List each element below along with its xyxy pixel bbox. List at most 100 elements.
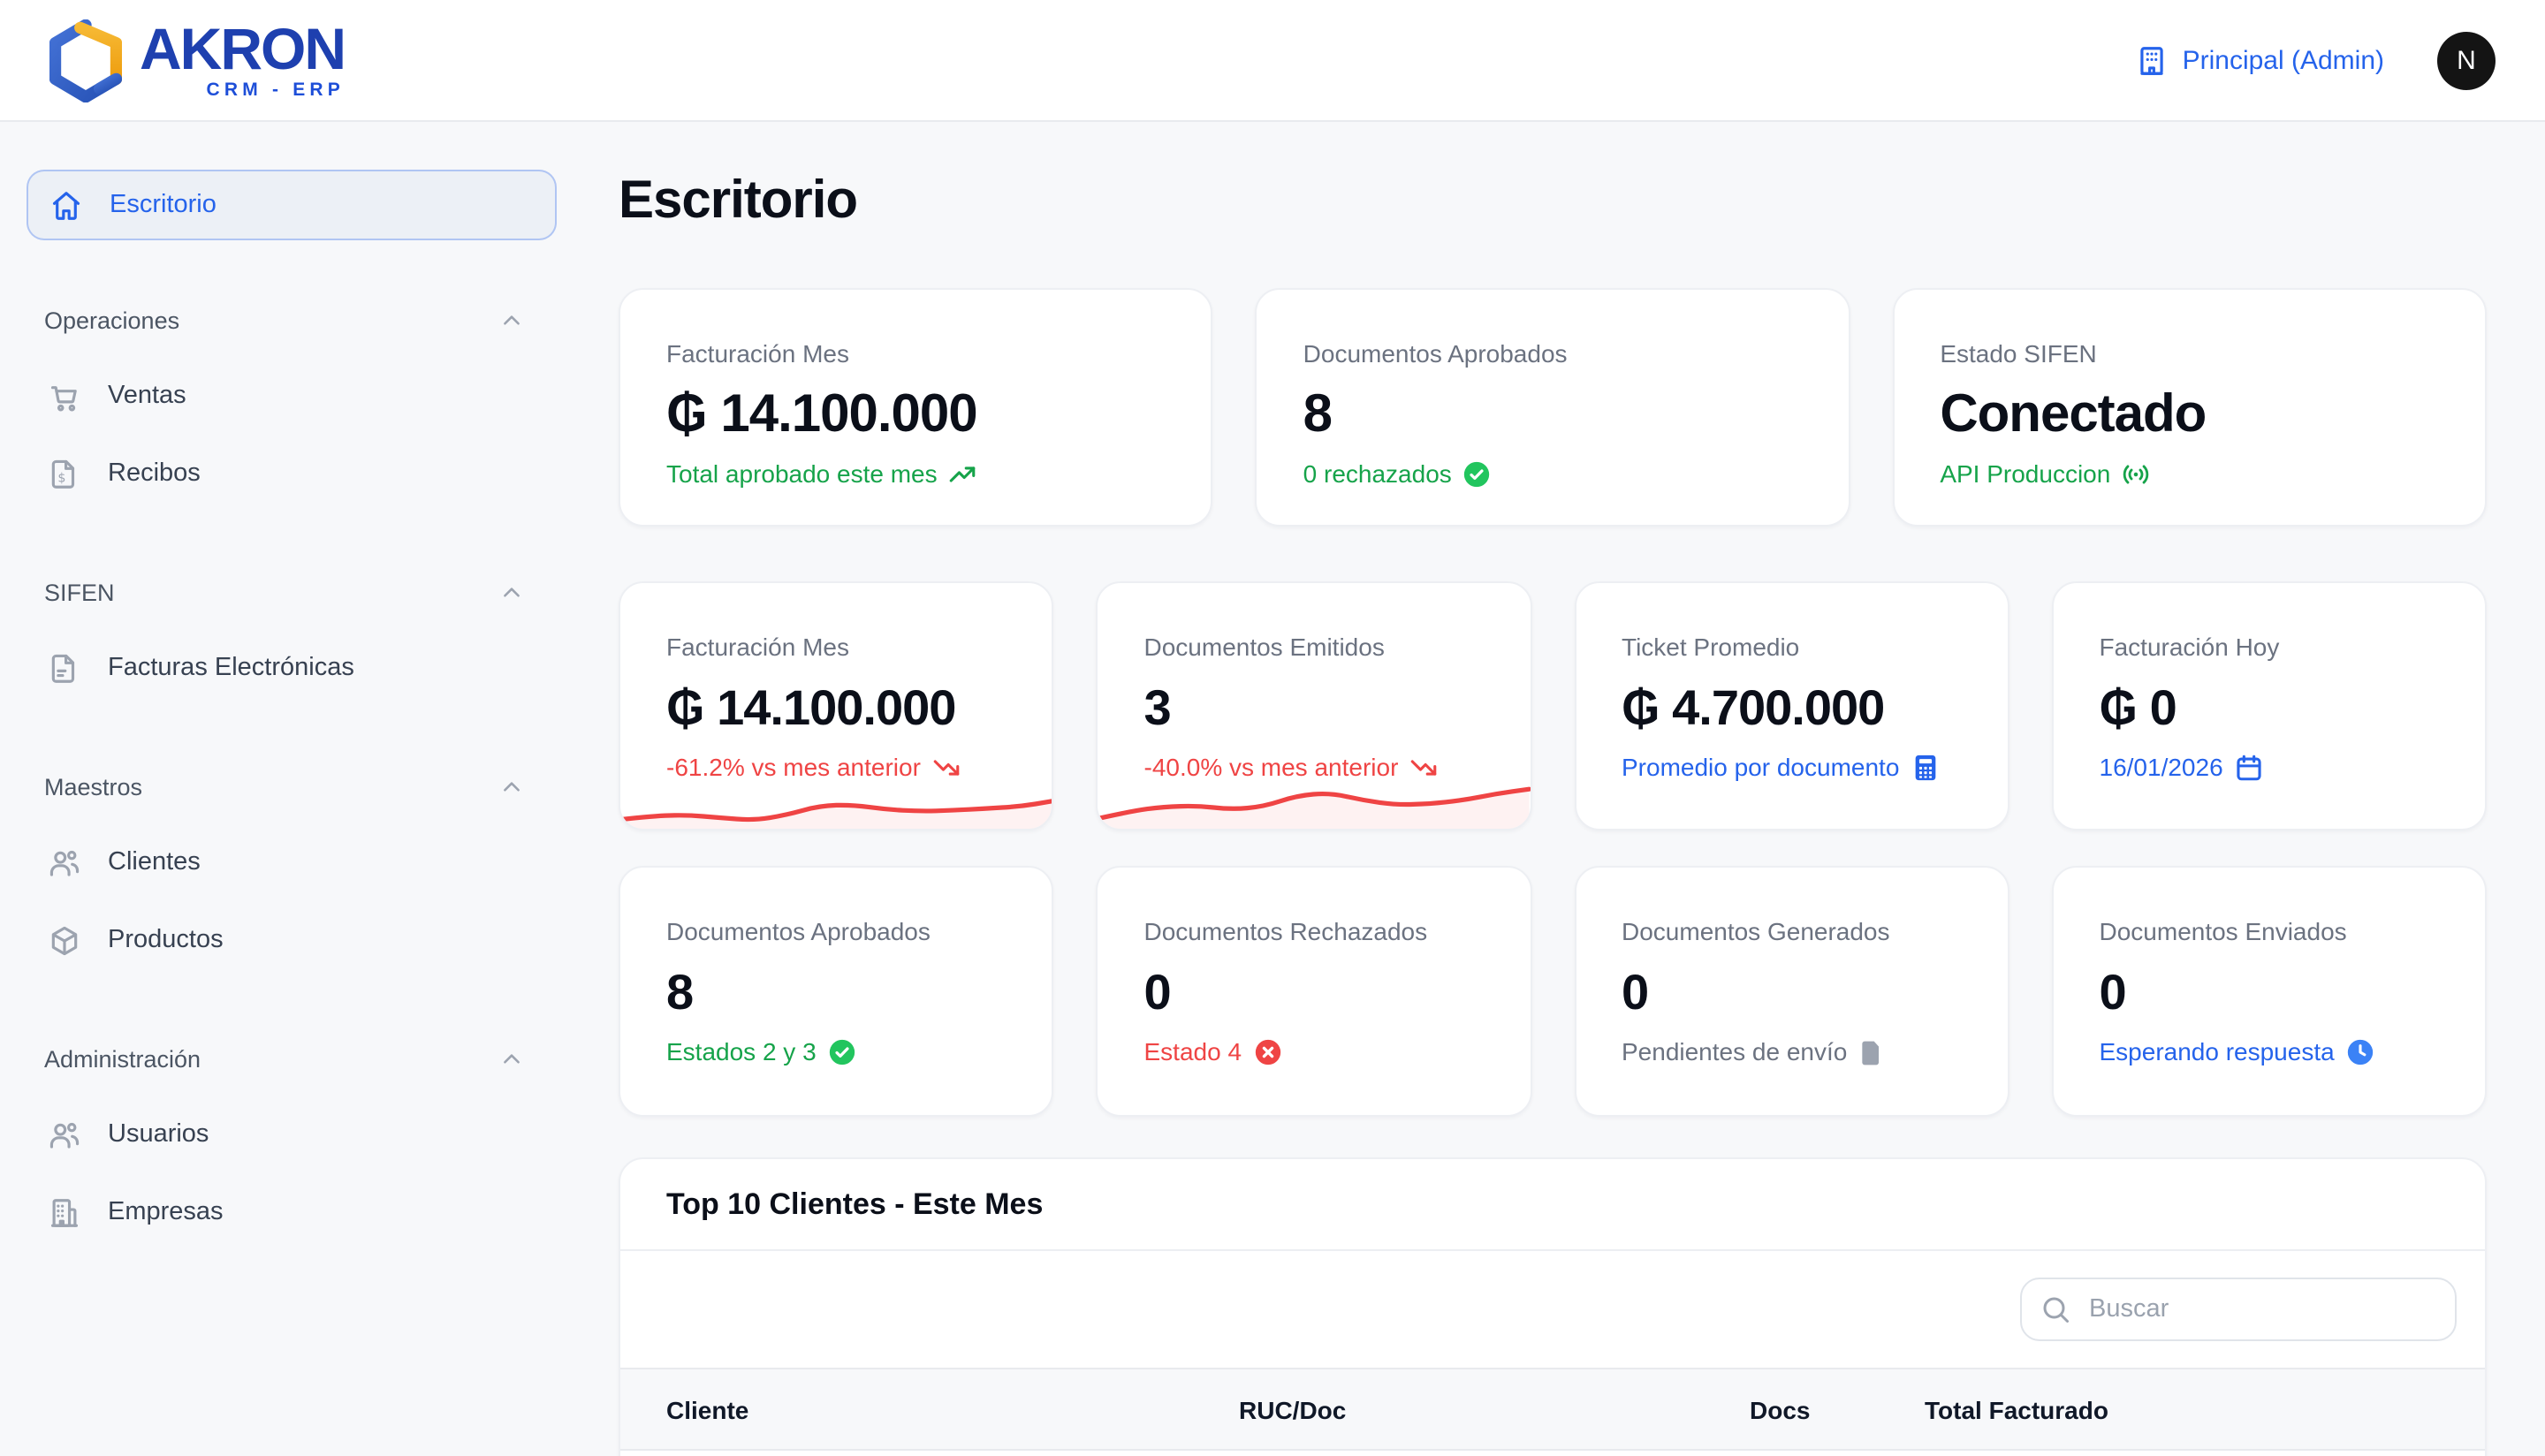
sidebar: Escritorio Operaciones Ventas bbox=[0, 122, 583, 1456]
stat-card-facturacion-mes: Facturación Mes ₲ 14.100.000 Total aprob… bbox=[619, 288, 1213, 527]
users-icon bbox=[48, 846, 81, 879]
chevron-up-icon bbox=[504, 1054, 520, 1064]
stat-value: 0 bbox=[1622, 965, 1649, 1020]
stat-label: Documentos Generados bbox=[1622, 917, 1890, 945]
user-avatar[interactable]: N bbox=[2437, 31, 2496, 89]
sidebar-item-usuarios[interactable]: Usuarios bbox=[27, 1096, 557, 1173]
stat-label: Documentos Aprobados bbox=[1303, 339, 1568, 368]
sidebar-item-productos[interactable]: Productos bbox=[27, 901, 557, 979]
sidebar-item-clientes[interactable]: Clientes bbox=[27, 823, 557, 901]
sidebar-item-label: Empresas bbox=[108, 1198, 224, 1226]
building-icon bbox=[48, 1195, 81, 1229]
chevron-up-icon bbox=[504, 315, 520, 325]
column-header-cliente: Cliente bbox=[666, 1395, 749, 1423]
stat-card-documentos-aprobados: Documentos Aprobados 8 0 rechazados bbox=[1255, 288, 1850, 527]
sidebar-section-maestros: Maestros Clientes bbox=[27, 774, 557, 979]
section-header-sifen[interactable]: SIFEN bbox=[27, 580, 557, 606]
org-switcher-label: Principal (Admin) bbox=[2182, 45, 2384, 75]
calculator-icon bbox=[1915, 755, 1935, 781]
trending-down-icon bbox=[1411, 760, 1437, 776]
page-title: Escritorio bbox=[619, 171, 858, 230]
stat-card-estado-sifen: Estado SIFEN Conectado API Produccion bbox=[1892, 288, 2487, 527]
file-icon bbox=[1862, 1040, 1880, 1065]
brand-name: AKRON bbox=[140, 15, 346, 80]
app-header: AKRON CRM - ERP Principal (Admin) N bbox=[0, 0, 2545, 122]
stat-value: 0 bbox=[1143, 965, 1172, 1020]
file-text-icon bbox=[48, 651, 81, 685]
stat-subtitle: Pendientes de envío bbox=[1622, 1037, 1962, 1067]
chevron-up-icon bbox=[504, 782, 520, 792]
stat-card-docs-rechazados: Documentos Rechazados 0 Estado 4 bbox=[1096, 866, 1531, 1117]
org-switcher[interactable]: Principal (Admin) bbox=[2135, 43, 2384, 77]
stat-value: 3 bbox=[1143, 680, 1172, 735]
calendar-icon bbox=[2237, 755, 2261, 781]
receipt-icon: $ bbox=[48, 457, 81, 490]
stat-subtitle: Total aprobado este mes bbox=[666, 459, 1166, 489]
stat-label: Estado SIFEN bbox=[1940, 339, 2097, 368]
column-header-docs: Docs bbox=[1750, 1395, 1811, 1423]
stat-card-facturacion-mes-trend: Facturación Mes ₲ 14.100.000 -61.2% vs m… bbox=[619, 581, 1054, 830]
table-toolbar bbox=[620, 1251, 2485, 1368]
stats-row-3: Documentos Aprobados 8 Estados 2 y 3 Doc… bbox=[619, 866, 2487, 1117]
section-title: Administración bbox=[44, 1046, 201, 1073]
section-header-maestros[interactable]: Maestros bbox=[27, 774, 557, 800]
sidebar-item-escritorio[interactable]: Escritorio bbox=[27, 170, 557, 240]
stat-value: 8 bbox=[1303, 385, 1333, 444]
stat-value: ₲ 14.100.000 bbox=[666, 680, 956, 735]
sidebar-item-label: Facturas Electrónicas bbox=[108, 654, 354, 682]
sidebar-item-recibos[interactable]: $ Recibos bbox=[27, 435, 557, 512]
stat-label: Facturación Mes bbox=[666, 339, 849, 368]
trending-up-icon bbox=[950, 466, 976, 482]
stat-card-docs-enviados: Documentos Enviados 0 Esperando respuest… bbox=[2051, 866, 2487, 1117]
stat-subtitle: -40.0% vs mes anterior bbox=[1144, 753, 1485, 783]
stat-card-ticket-promedio: Ticket Promedio ₲ 4.700.000 Promedio por… bbox=[1574, 581, 2009, 830]
stat-subtitle: Estado 4 bbox=[1144, 1037, 1485, 1067]
top-clients-card: Top 10 Clientes - Este Mes Cliente RUC/D… bbox=[619, 1157, 2487, 1456]
stat-value: ₲ 4.700.000 bbox=[1622, 680, 1885, 735]
stat-value: ₲ 14.100.000 bbox=[666, 385, 978, 444]
sidebar-item-ventas[interactable]: Ventas bbox=[27, 357, 557, 435]
stat-value: Conectado bbox=[1940, 385, 2207, 444]
section-title: Operaciones bbox=[44, 307, 180, 334]
trending-down-icon bbox=[933, 760, 960, 776]
stat-card-facturacion-hoy: Facturación Hoy ₲ 0 16/01/2026 bbox=[2051, 581, 2487, 830]
stat-label: Documentos Aprobados bbox=[666, 917, 931, 945]
stat-subtitle: Esperando respuesta bbox=[2100, 1037, 2440, 1067]
search-box bbox=[2020, 1278, 2457, 1341]
stat-subtitle: Estados 2 y 3 bbox=[666, 1037, 1007, 1067]
home-icon bbox=[49, 188, 83, 222]
stat-label: Ticket Promedio bbox=[1622, 633, 1800, 661]
sidebar-section-operaciones: Operaciones Ventas bbox=[27, 307, 557, 512]
stat-card-documentos-emitidos: Documentos Emitidos 3 -40.0% vs mes ante… bbox=[1096, 581, 1531, 830]
stat-subtitle: -61.2% vs mes anterior bbox=[666, 753, 1007, 783]
stat-value: 8 bbox=[666, 965, 694, 1020]
shopping-cart-icon bbox=[48, 379, 81, 413]
section-title: SIFEN bbox=[44, 580, 115, 606]
radio-signal-icon bbox=[2123, 465, 2149, 484]
section-header-operaciones[interactable]: Operaciones bbox=[27, 307, 557, 334]
section-header-administracion[interactable]: Administración bbox=[27, 1046, 557, 1073]
stats-row-1: Facturación Mes ₲ 14.100.000 Total aprob… bbox=[619, 288, 2487, 527]
brand-logo[interactable]: AKRON CRM - ERP bbox=[49, 15, 346, 102]
stat-card-docs-generados: Documentos Generados 0 Pendientes de env… bbox=[1574, 866, 2009, 1117]
search-input[interactable] bbox=[2020, 1278, 2457, 1341]
stat-label: Documentos Emitidos bbox=[1143, 633, 1385, 661]
stat-subtitle: API Produccion bbox=[1940, 459, 2439, 489]
table-title-row: Top 10 Clientes - Este Mes bbox=[620, 1159, 2485, 1251]
section-title: Maestros bbox=[44, 774, 143, 800]
stat-card-docs-aprobados: Documentos Aprobados 8 Estados 2 y 3 bbox=[619, 866, 1054, 1117]
sidebar-section-administracion: Administración Usuarios bbox=[27, 1046, 557, 1251]
sidebar-item-facturas-electronicas[interactable]: Facturas Electrónicas bbox=[27, 629, 557, 707]
sidebar-item-label: Clientes bbox=[108, 848, 201, 876]
sidebar-item-label: Escritorio bbox=[110, 191, 217, 219]
check-circle-icon bbox=[829, 1039, 855, 1065]
x-circle-icon bbox=[1254, 1039, 1280, 1065]
brand-text: AKRON CRM - ERP bbox=[140, 15, 346, 100]
sidebar-item-label: Ventas bbox=[108, 382, 186, 410]
sparkline-chart bbox=[620, 799, 1052, 829]
sidebar-item-empresas[interactable]: Empresas bbox=[27, 1173, 557, 1251]
table-body bbox=[620, 1451, 2485, 1456]
chevron-up-icon bbox=[504, 588, 520, 597]
stats-row-2: Facturación Mes ₲ 14.100.000 -61.2% vs m… bbox=[619, 581, 2487, 830]
